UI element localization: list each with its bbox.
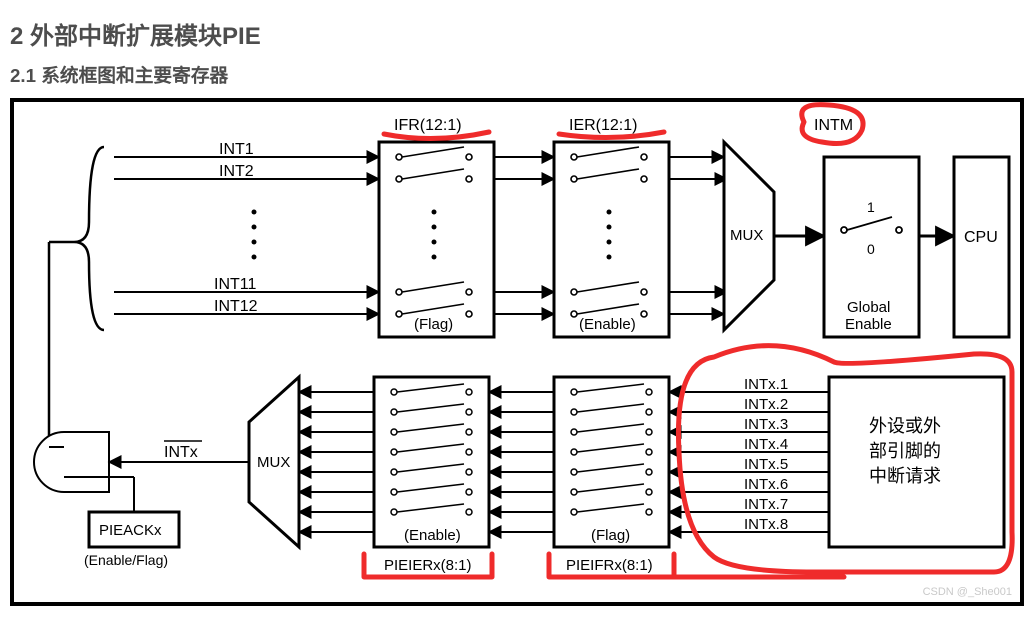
svg-text:INTx.3: INTx.3 (744, 416, 788, 433)
svg-text:GlobalEnable: GlobalEnable (845, 299, 892, 333)
svg-text:INTx.2: INTx.2 (744, 396, 788, 413)
svg-text:INTx: INTx (164, 444, 198, 461)
block-diagram: INT1 INT2 INT11 INT12 IFR(12:1) (Flag) I… (14, 102, 1020, 602)
svg-text:INT12: INT12 (214, 298, 258, 315)
svg-text:IER(12:1): IER(12:1) (569, 117, 637, 134)
watermark: CSDN @_She001 (923, 586, 1012, 598)
svg-text:INTM: INTM (814, 117, 853, 134)
svg-text:1: 1 (867, 199, 875, 215)
svg-text:INT11: INT11 (214, 276, 256, 293)
svg-text:0: 0 (867, 241, 875, 257)
diagram-frame: INT1 INT2 INT11 INT12 IFR(12:1) (Flag) I… (10, 98, 1024, 606)
svg-text:INT1: INT1 (219, 141, 254, 158)
svg-text:INTx.5: INTx.5 (744, 456, 788, 473)
subsection-heading: 2.1 系统框图和主要寄存器 (10, 61, 1022, 88)
svg-text:(Flag): (Flag) (414, 316, 453, 333)
svg-text:MUX: MUX (730, 227, 763, 244)
svg-text:(Enable): (Enable) (579, 316, 636, 333)
svg-text:(Enable/Flag): (Enable/Flag) (84, 552, 168, 568)
svg-text:INTx.7: INTx.7 (744, 496, 788, 513)
svg-text:PIEIFRx(8:1): PIEIFRx(8:1) (566, 557, 653, 574)
svg-text:INT2: INT2 (219, 163, 254, 180)
svg-text:(Flag): (Flag) (591, 527, 630, 544)
svg-text:IFR(12:1): IFR(12:1) (394, 117, 462, 134)
svg-text:PIEACKx: PIEACKx (99, 522, 162, 539)
svg-text:INTx.1: INTx.1 (744, 376, 788, 393)
section-heading: 2 外部中断扩展模块PIE (10, 16, 1022, 51)
svg-text:CPU: CPU (964, 229, 998, 246)
svg-text:INTx.4: INTx.4 (744, 436, 788, 453)
svg-text:(Enable): (Enable) (404, 527, 461, 544)
svg-text:MUX: MUX (257, 454, 290, 471)
svg-text:外设或外部引脚的中断请求: 外设或外部引脚的中断请求 (869, 416, 941, 486)
svg-text:INTx.6: INTx.6 (744, 476, 788, 493)
svg-text:INTx.8: INTx.8 (744, 516, 788, 533)
svg-text:PIEIERx(8:1): PIEIERx(8:1) (384, 557, 472, 574)
